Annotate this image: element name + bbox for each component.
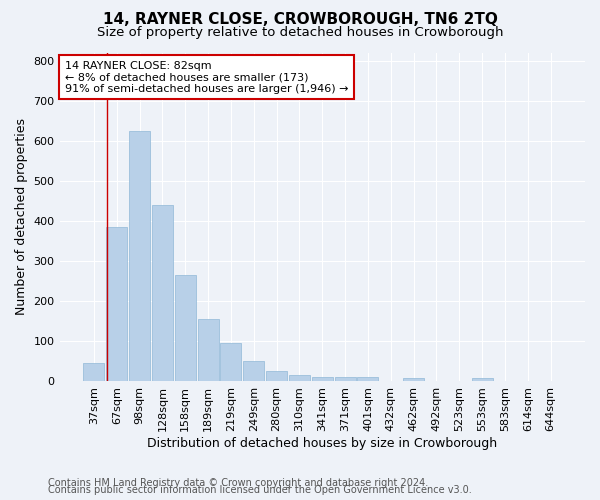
Bar [83,364,104,382]
Bar [266,370,287,382]
Text: Contains HM Land Registry data © Crown copyright and database right 2024.: Contains HM Land Registry data © Crown c… [48,478,428,488]
Bar [175,275,196,382]
Bar [358,378,379,382]
Text: 14, RAYNER CLOSE, CROWBOROUGH, TN6 2TQ: 14, RAYNER CLOSE, CROWBOROUGH, TN6 2TQ [103,12,497,28]
Bar [472,378,493,382]
Bar [129,130,150,382]
Bar [243,362,264,382]
Text: Size of property relative to detached houses in Crowborough: Size of property relative to detached ho… [97,26,503,39]
Bar [312,378,333,382]
Text: 14 RAYNER CLOSE: 82sqm
← 8% of detached houses are smaller (173)
91% of semi-det: 14 RAYNER CLOSE: 82sqm ← 8% of detached … [65,60,348,94]
Bar [152,205,173,382]
Bar [289,376,310,382]
X-axis label: Distribution of detached houses by size in Crowborough: Distribution of detached houses by size … [147,437,497,450]
Text: Contains public sector information licensed under the Open Government Licence v3: Contains public sector information licen… [48,485,472,495]
Bar [106,227,127,382]
Bar [403,378,424,382]
Bar [335,376,356,382]
Bar [220,344,241,382]
Y-axis label: Number of detached properties: Number of detached properties [15,118,28,316]
Bar [197,320,218,382]
